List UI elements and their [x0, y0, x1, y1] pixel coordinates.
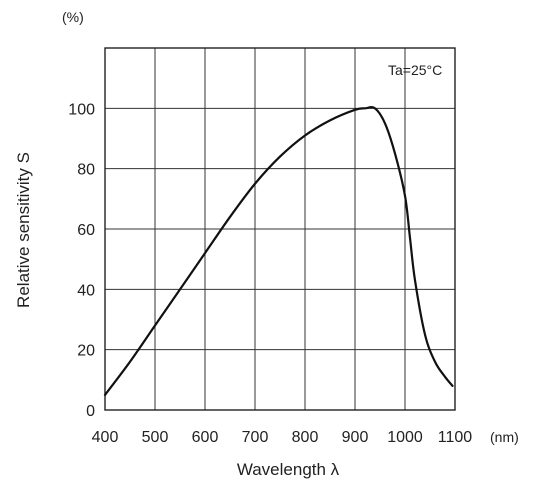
x-tick-label: 500 — [142, 429, 169, 446]
x-tick-label: 400 — [92, 429, 119, 446]
x-tick-label: 1000 — [387, 429, 423, 446]
plot-frame — [104, 47, 456, 411]
y-tick-label: 0 — [86, 403, 95, 420]
x-tick-label: 1100 — [438, 429, 473, 446]
y-tick-labels: 0 20 40 60 80 100 — [68, 101, 95, 420]
y-tick-label: 60 — [77, 222, 95, 239]
x-tick-label: 800 — [292, 429, 319, 446]
x-unit-label: (nm) — [490, 429, 519, 445]
x-tick-label: 700 — [242, 429, 269, 446]
annotation-ta: Ta=25°C — [388, 62, 442, 78]
y-tick-label: 100 — [68, 101, 95, 118]
y-tick-label: 80 — [77, 162, 95, 179]
x-tick-label: 900 — [342, 429, 369, 446]
y-tick-label: 40 — [77, 282, 95, 299]
x-tick-label: 600 — [192, 429, 219, 446]
x-tick-labels: 400 500 600 700 800 900 1000 1100 — [92, 429, 473, 446]
grid — [105, 48, 455, 410]
x-axis-title: Wavelength λ — [237, 460, 340, 479]
y-axis-title: Relative sensitivity S — [14, 152, 33, 308]
y-unit-label: (%) — [62, 9, 84, 25]
y-tick-label: 20 — [77, 343, 95, 360]
sensitivity-curve — [103, 106, 454, 397]
